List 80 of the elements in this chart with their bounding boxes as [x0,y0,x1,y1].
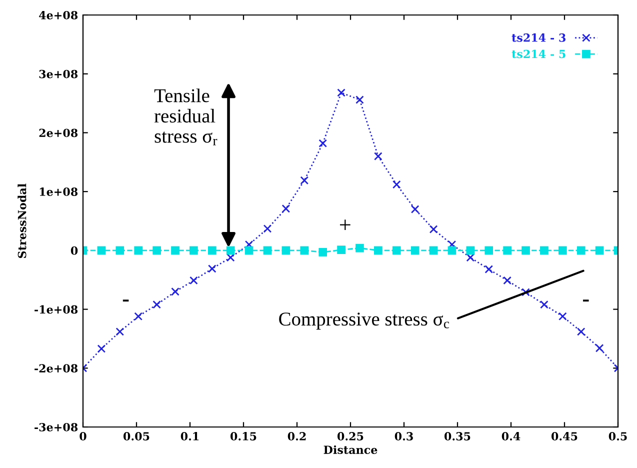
point [226,246,235,255]
point [558,246,567,255]
point [540,300,548,309]
x-tick-label: 0.45 [551,432,578,440]
point [429,225,438,234]
point [190,276,198,285]
point [282,204,290,213]
point [576,246,586,255]
x-tick-label: 0.3 [394,432,413,440]
x-axis-title: Distance [324,445,378,454]
point [318,248,327,256]
x-tick-label: 0.05 [123,432,150,440]
point [484,265,494,274]
y-tick-label: 0 [70,246,78,255]
point [595,246,604,255]
point [263,246,272,255]
legend-label: ts214 - 3 [512,33,566,42]
point [282,246,290,255]
point [503,276,512,285]
point [392,246,401,255]
point [300,176,309,185]
y-tick-label: 3e+08 [39,70,78,78]
point [576,327,586,336]
x-tick-label: 0.5 [608,432,627,440]
point [208,246,216,255]
x-tick-label: 0.2 [288,432,306,440]
point [300,246,309,255]
point [540,246,548,255]
point [356,244,364,252]
annotation: - [583,300,589,302]
point [558,312,567,321]
y-tick-label: -3e+08 [34,422,78,432]
point [374,152,382,160]
annotation: + [340,220,350,230]
point [337,88,346,97]
y-tick-label: -2e+08 [34,364,78,373]
point [244,246,254,255]
point [171,287,180,296]
point [484,246,494,255]
point [134,246,143,255]
point [134,312,143,321]
point [116,246,124,255]
point [263,224,272,233]
point [152,246,161,255]
point [152,300,161,309]
x-tick-label: 0.4 [502,432,520,440]
x-tick-label: 0 [80,432,86,440]
legend-label: ts214 - 5 [512,50,566,58]
point [466,246,475,255]
y-axis-title: StressNodal [18,184,26,258]
point [503,246,512,255]
point [356,96,364,104]
point [429,246,438,255]
point [448,246,456,255]
x-tick-label: 0.15 [230,432,256,440]
point [337,246,346,254]
x-tick-label: 0.25 [337,432,364,440]
point [392,180,401,189]
annotation: Compressive stress σ$_{c}$ [279,312,450,330]
point [374,246,382,255]
point [171,246,180,255]
annotation: - [122,300,129,302]
point [410,246,420,255]
point [97,246,106,255]
point [318,139,327,148]
point [116,327,124,336]
annotation: Tensile residual stress σ$_{r}$ [154,88,218,146]
point [522,288,530,296]
point [190,246,198,255]
point [410,205,420,214]
point [97,344,106,353]
x-tick-label: 0.35 [444,432,470,440]
x-tick-label: 0.1 [180,432,199,440]
y-tick-label: 4e+08 [39,10,78,20]
y-tick-label: 2e+08 [39,128,78,138]
point [208,264,216,273]
point [595,344,604,352]
y-tick-label: 1e+08 [40,188,78,196]
point [522,246,530,255]
y-tick-label: -1e+08 [34,305,78,314]
